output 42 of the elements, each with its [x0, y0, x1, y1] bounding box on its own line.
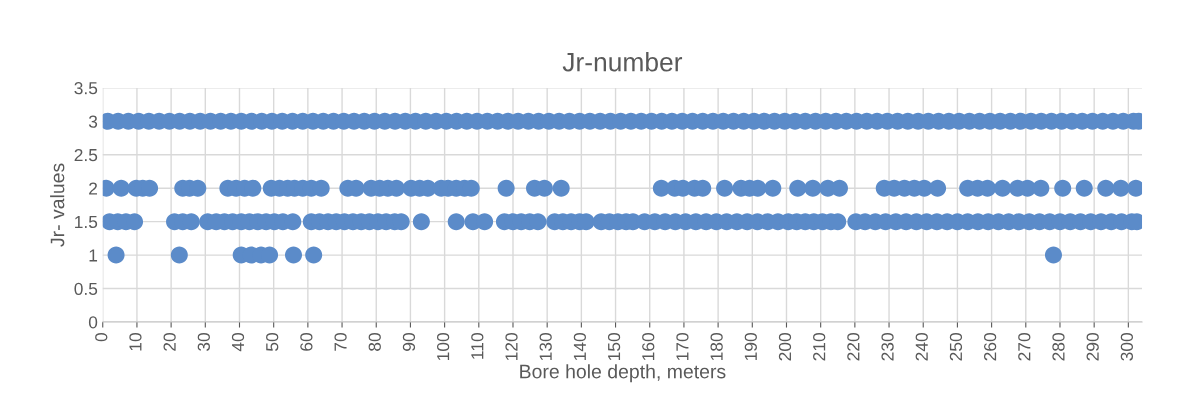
x-tick-label: 120: [505, 333, 518, 361]
x-tick-label: 180: [710, 333, 723, 361]
x-tick-label: 190: [744, 333, 757, 361]
x-tick-label: 270: [1018, 333, 1031, 361]
y-tick-label: 3.5: [74, 82, 98, 95]
x-tick-label: 20: [163, 333, 176, 351]
x-tick-label: 280: [1052, 333, 1065, 361]
x-tick-label: 40: [231, 333, 245, 352]
x-tick-label: 60: [300, 333, 313, 351]
x-tick-label: 50: [266, 333, 279, 352]
x-tick-label: 10: [129, 333, 142, 351]
x-tick-label: 70: [334, 333, 347, 351]
x-tick-label: 140: [573, 333, 587, 361]
x-tick-label: 0: [95, 333, 108, 342]
x-tick-label: 160: [642, 333, 655, 361]
x-tick-label: 240: [915, 333, 928, 361]
x-tick-label: 200: [778, 333, 792, 361]
chart-title: Jr-number: [562, 52, 683, 72]
x-tick-label: 100: [436, 333, 450, 361]
x-tick-label: 90: [402, 333, 416, 351]
x-axis-title: Bore hole depth, meters: [520, 364, 726, 383]
x-tick-label: 30: [197, 333, 210, 352]
x-tick-label: 150: [607, 333, 621, 361]
x-tick-label: 210: [813, 333, 826, 361]
y-tick-label: 1: [89, 249, 98, 262]
x-tick-label: 230: [881, 333, 894, 361]
y-tick-label: 2: [89, 182, 98, 195]
x-tick-label: 110: [471, 333, 484, 359]
x-tick-label: 220: [847, 333, 860, 361]
x-tick-label: 250: [949, 333, 963, 361]
y-tick-label: 3: [88, 115, 98, 128]
x-tick-label: 130: [539, 333, 552, 361]
y-tick-label: 1.5: [75, 216, 98, 229]
y-tick-label: 0: [88, 316, 98, 329]
x-tick-label: 80: [368, 333, 381, 351]
x-tick-label: 290: [1086, 333, 1099, 361]
x-tick-label: 260: [983, 333, 997, 361]
x-tick-label: 170: [676, 333, 689, 361]
y-tick-label: 2.5: [74, 148, 98, 162]
y-axis-title: Jr- values: [50, 163, 65, 247]
y-tick-label: 0.5: [74, 282, 98, 295]
x-tick-label: 300: [1120, 333, 1134, 361]
